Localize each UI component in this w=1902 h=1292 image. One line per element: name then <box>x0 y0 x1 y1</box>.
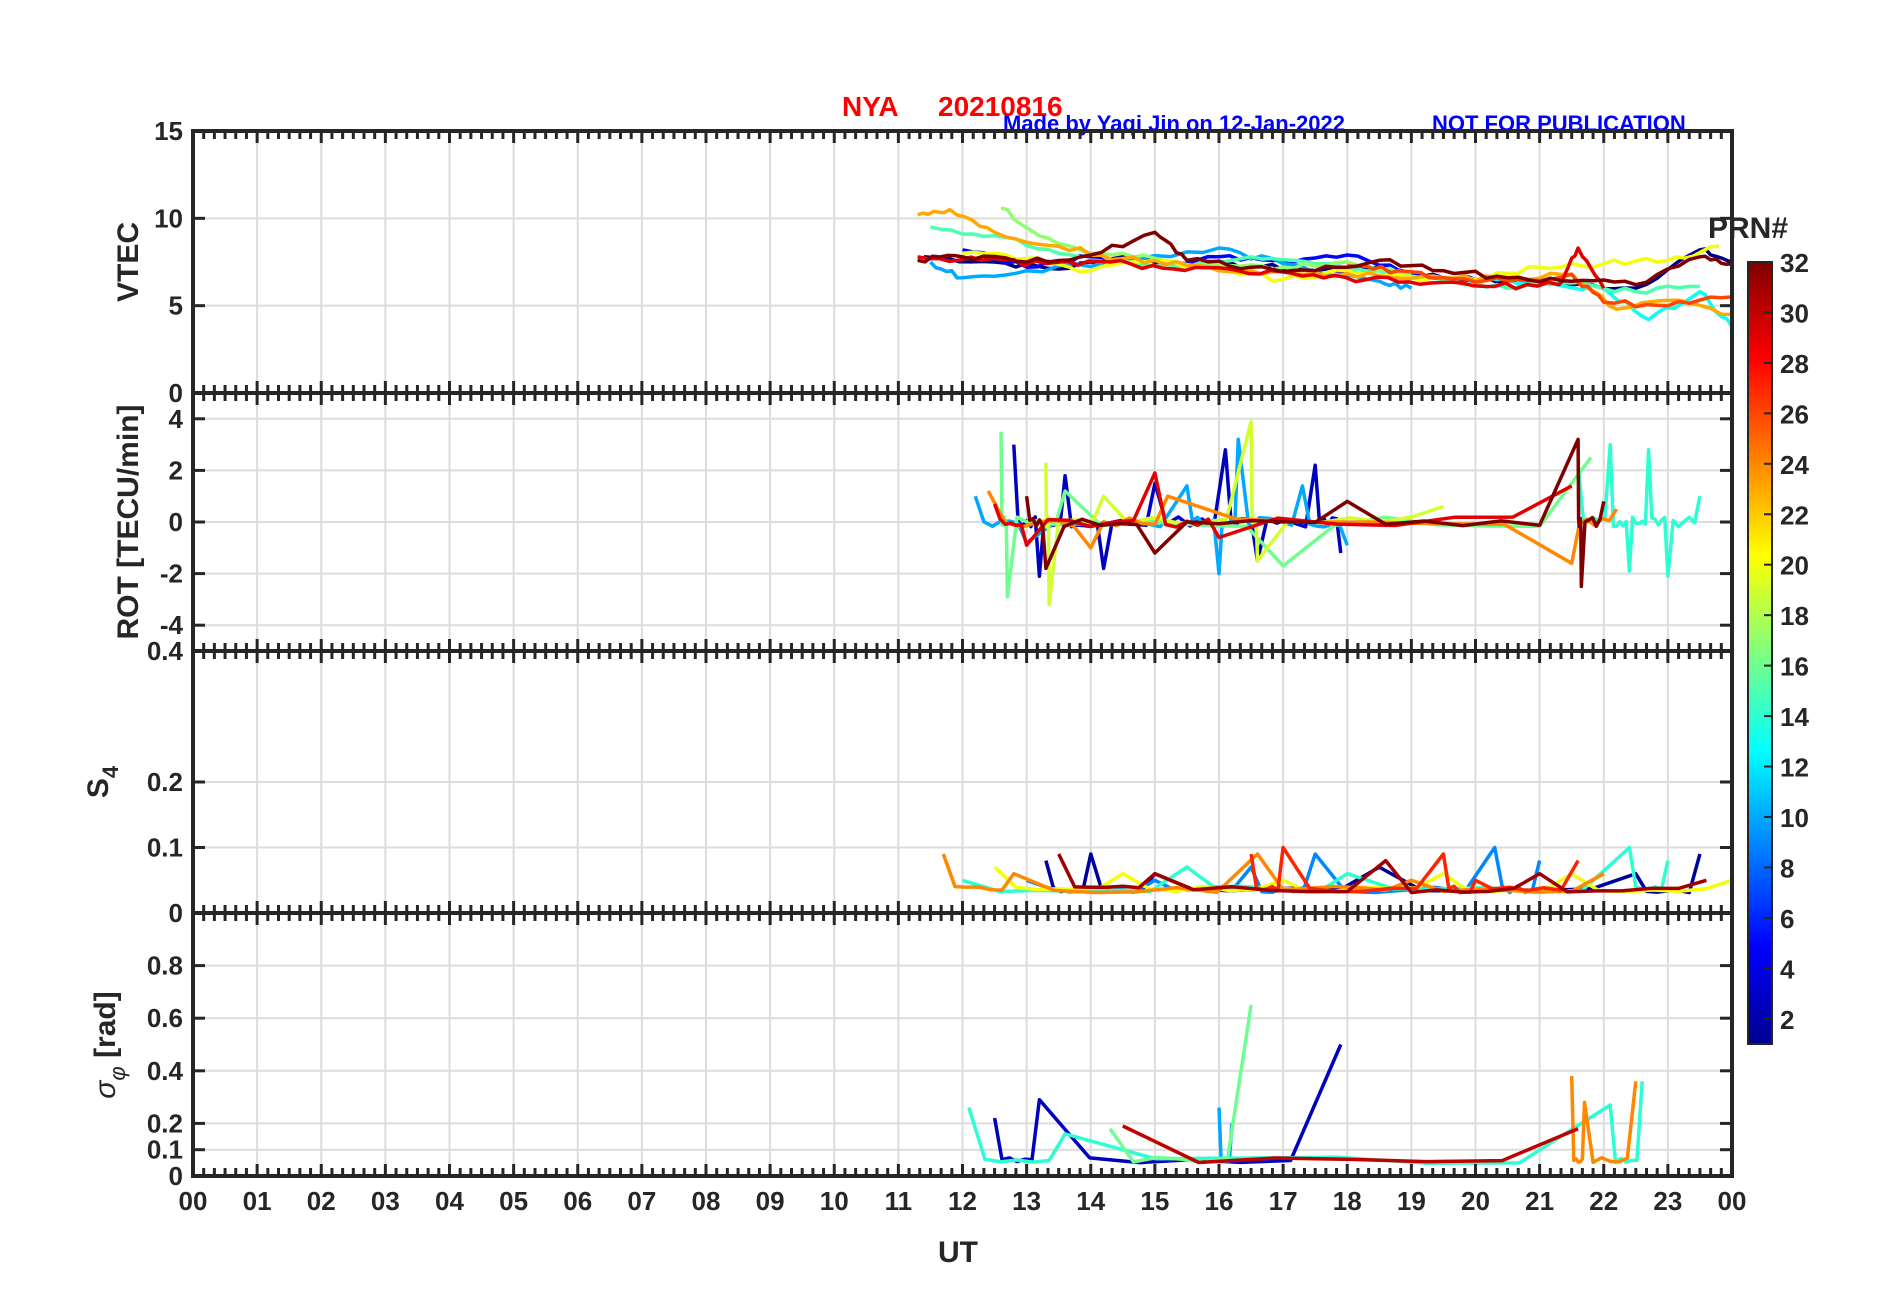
series-prn-19 <box>1044 419 1444 607</box>
x-tick-label: 08 <box>692 1186 721 1216</box>
x-tick-label: 23 <box>1653 1186 1682 1216</box>
colorbar-tick-label: 24 <box>1780 450 1809 480</box>
series-prn-31 <box>1057 853 1707 895</box>
y-tick-label: 15 <box>154 116 183 146</box>
series-prn-14 <box>1576 442 1702 578</box>
x-tick-label: 02 <box>307 1186 336 1216</box>
x-tick-label: 17 <box>1269 1186 1298 1216</box>
x-tick-label: 05 <box>499 1186 528 1216</box>
y-tick-label: 4 <box>169 404 184 434</box>
x-tick-label: 16 <box>1205 1186 1234 1216</box>
colorbar-tick-label: 14 <box>1780 702 1809 732</box>
panel-sigma-phi: 00.10.2 0.4 0.6 0.8 σφ [rad] <box>89 911 1734 1191</box>
x-tick-label: 09 <box>756 1186 785 1216</box>
y-tick-label: 0.4 <box>147 636 184 666</box>
y-tick-label: 0 <box>169 378 183 408</box>
x-axis-label: UT <box>938 1236 978 1269</box>
colorbar-tick-label: 2 <box>1780 1005 1794 1035</box>
series-prn-15 <box>930 225 1700 295</box>
y-tick-label: 0 <box>169 1161 183 1191</box>
series-prn-3 <box>1012 444 1343 578</box>
x-tick-label: 00 <box>1718 1186 1747 1216</box>
colorbar-tick-label: 32 <box>1780 248 1809 278</box>
x-tick-label: 19 <box>1397 1186 1426 1216</box>
x-tick-label: 13 <box>1012 1186 1041 1216</box>
y-tick-label: 2 <box>169 455 183 485</box>
series-prn-30 <box>1122 1124 1579 1165</box>
colorbar-tick-label: 6 <box>1780 904 1794 934</box>
y-tick-label: 10 <box>154 203 183 233</box>
chart-title-date: 20210816 <box>938 91 1063 122</box>
series-group <box>967 1004 1644 1166</box>
x-tick-label: 00 <box>179 1186 208 1216</box>
chart-title-station: NYA <box>842 91 899 122</box>
y-tick-label: 0 <box>169 898 183 928</box>
x-tick-label: 10 <box>820 1186 849 1216</box>
colorbar-tick-label: 28 <box>1780 349 1809 379</box>
series-prn-29 <box>917 246 1606 291</box>
series-prn-16 <box>1108 1004 1253 1164</box>
series-group <box>917 206 1734 328</box>
series-prn-14 <box>967 1081 1644 1166</box>
x-tick-label: 07 <box>627 1186 656 1216</box>
colorbar-tick-label: 20 <box>1780 551 1809 581</box>
y-tick-label: 5 <box>169 291 183 321</box>
y-tick-label: 0.1 <box>147 833 183 863</box>
x-tick-label: 14 <box>1076 1186 1105 1216</box>
y-tick-label: 0.4 <box>147 1056 184 1086</box>
colorbar-tick-label: 22 <box>1780 500 1809 530</box>
panel-vtec: 0 5 10 15 VTEC <box>112 116 1734 408</box>
x-tick-label: 22 <box>1589 1186 1618 1216</box>
series-prn-29 <box>992 471 1573 547</box>
colorbar-tick-label: 10 <box>1780 803 1809 833</box>
x-tick-label: 01 <box>243 1186 272 1216</box>
colorbar-tick-label: 30 <box>1780 298 1809 328</box>
y-axis-label-sigma-phi: σφ [rad] <box>89 991 130 1098</box>
colorbar-tick-label: 26 <box>1780 399 1809 429</box>
series-prn-32 <box>1024 437 1606 589</box>
y-axis-label-rot: ROT [TECU/min] <box>112 405 145 640</box>
series-prn-23 <box>917 207 1733 317</box>
x-axis-tick-labels: 00 01 02 03 04 05 06 07 08 09 10 11 12 13 14 15 16 17 18 19… <box>179 1186 1747 1216</box>
panel-s4: 0 0.1 0.2 0.4 S4 <box>82 636 1734 928</box>
x-tick-label: 06 <box>563 1186 592 1216</box>
y-tick-label: 0.2 <box>147 767 183 797</box>
x-tick-label: 12 <box>948 1186 977 1216</box>
series-prn-24 <box>941 852 1605 895</box>
y-axis-label-vtec: VTEC <box>112 222 145 302</box>
colorbar-tick-label: 18 <box>1780 601 1809 631</box>
x-tick-label: 15 <box>1140 1186 1169 1216</box>
series-prn-20 <box>962 244 1720 283</box>
x-tick-label: 03 <box>371 1186 400 1216</box>
colorbar-tick-label: 8 <box>1780 853 1794 883</box>
y-tick-label: -4 <box>160 610 184 640</box>
x-tick-label: 18 <box>1333 1186 1362 1216</box>
y-tick-label: 0.1 <box>147 1135 183 1165</box>
y-tick-label: 0.8 <box>147 951 183 981</box>
colorbar-label: PRN# <box>1708 212 1788 245</box>
y-axis-label-s4: S4 <box>82 765 123 798</box>
x-tick-label: 04 <box>435 1186 464 1216</box>
y-tick-label: 0.6 <box>147 1003 183 1033</box>
series-prn-32 <box>917 230 1733 287</box>
series-group <box>941 845 1733 895</box>
y-tick-label: -2 <box>160 559 183 589</box>
y-tick-label: 0.2 <box>147 1108 183 1138</box>
x-tick-label: 21 <box>1525 1186 1554 1216</box>
series-prn-24 <box>1569 1076 1638 1165</box>
colorbar-tick-label: 16 <box>1780 652 1809 682</box>
x-tick-label: 11 <box>885 1186 913 1216</box>
colorbar-tick-label: 4 <box>1780 954 1795 984</box>
panel-rot: -4 -2 0 2 4 ROT [TECU/min] <box>112 391 1734 653</box>
x-tick-label: 20 <box>1461 1186 1490 1216</box>
colorbar-gradient <box>1747 261 1773 1045</box>
colorbar-tick-label: 12 <box>1780 753 1809 783</box>
y-tick-label: 0 <box>169 507 183 537</box>
series-prn-3 <box>992 1043 1343 1165</box>
series-group <box>973 419 1702 607</box>
